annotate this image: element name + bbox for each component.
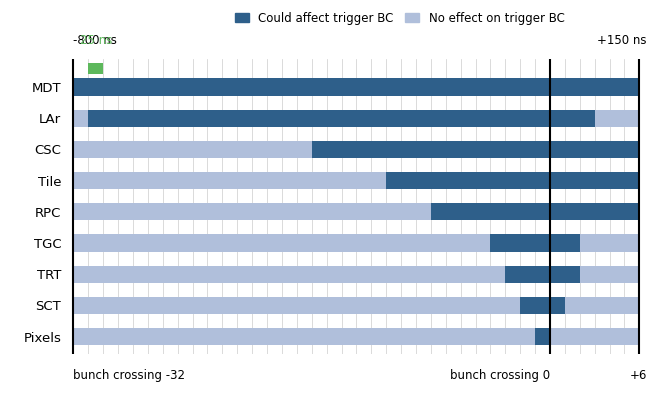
Text: 25 ns: 25 ns: [80, 34, 112, 47]
Bar: [88, 110, 595, 127]
Bar: [73, 110, 640, 127]
Bar: [73, 234, 640, 252]
Bar: [73, 79, 640, 95]
Bar: [73, 297, 640, 314]
Text: bunch crossing -32: bunch crossing -32: [73, 369, 185, 382]
Bar: [73, 328, 640, 345]
Bar: [88, 63, 103, 74]
Text: -800 ns: -800 ns: [73, 34, 117, 47]
Bar: [73, 79, 640, 95]
Bar: [73, 141, 640, 158]
Bar: [73, 203, 640, 220]
Bar: [386, 172, 640, 189]
Bar: [73, 172, 640, 189]
Text: +150 ns: +150 ns: [597, 34, 647, 47]
Bar: [520, 297, 565, 314]
Bar: [535, 328, 550, 345]
Bar: [431, 203, 640, 220]
Bar: [490, 234, 579, 252]
Legend: Could affect trigger BC, No effect on trigger BC: Could affect trigger BC, No effect on tr…: [234, 12, 565, 25]
Bar: [312, 141, 640, 158]
Bar: [73, 266, 640, 283]
Bar: [506, 266, 579, 283]
Text: bunch crossing 0: bunch crossing 0: [450, 369, 550, 382]
Text: +6: +6: [630, 369, 647, 382]
